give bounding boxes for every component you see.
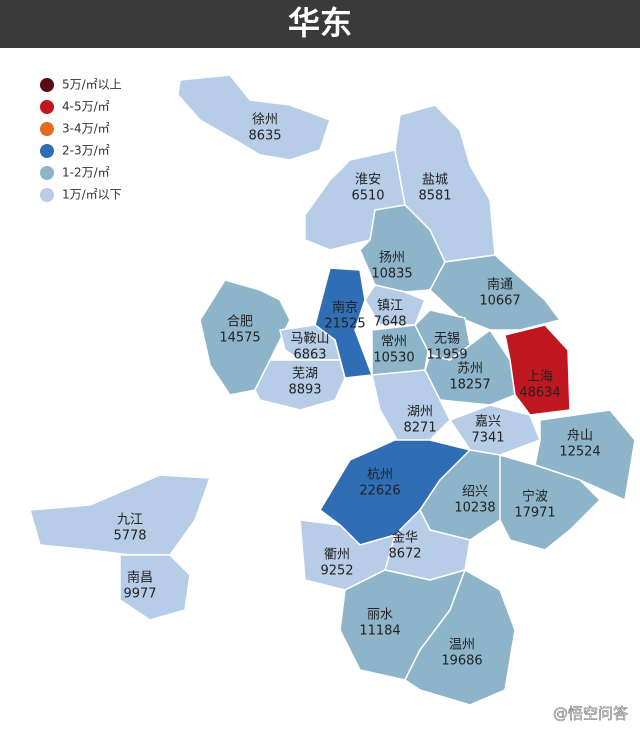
region-name: 芜湖 — [292, 367, 318, 382]
region-value: 8893 — [288, 383, 321, 398]
region — [534, 409, 636, 501]
region-name: 苏州 — [457, 361, 483, 377]
regions — [29, 74, 636, 706]
region-name: 温州 — [449, 638, 475, 653]
region-name: 丽水 — [367, 608, 393, 623]
region — [499, 454, 601, 551]
region-value: 14575 — [219, 331, 260, 346]
region-value: 10835 — [371, 267, 412, 282]
region — [177, 74, 331, 161]
region-value: 11184 — [359, 624, 400, 639]
region — [424, 329, 516, 406]
region-name: 常州 — [381, 335, 407, 350]
region-name: 镇江 — [377, 299, 403, 314]
region-name: 湖州 — [407, 405, 433, 420]
region-value: 18257 — [449, 378, 490, 393]
region-name: 扬州 — [379, 251, 405, 266]
region-value: 8581 — [418, 189, 451, 204]
region-name: 盐城 — [422, 173, 448, 188]
region-name: 淮安 — [355, 173, 381, 188]
region-value: 10530 — [373, 351, 414, 366]
legend-label: 3-4万/㎡ — [62, 122, 110, 136]
region-value: 8271 — [403, 421, 436, 436]
legend-label: 4-5万/㎡ — [62, 100, 110, 114]
region-name: 合肥 — [227, 315, 253, 330]
region-value: 21525 — [324, 317, 365, 332]
legend-swatch — [40, 78, 54, 92]
region-value: 6863 — [293, 348, 326, 363]
legend-swatch — [40, 144, 54, 158]
legend-label: 1万/㎡以下 — [62, 188, 122, 202]
region-value: 12524 — [559, 445, 600, 460]
region-name: 徐州 — [252, 113, 278, 128]
region-name: 南昌 — [127, 570, 153, 586]
region — [119, 554, 191, 621]
region-value: 11959 — [426, 348, 467, 363]
region-value: 5778 — [113, 529, 146, 544]
region-name: 九江 — [117, 513, 143, 528]
region — [299, 519, 396, 591]
region-value: 10238 — [454, 501, 495, 516]
legend-label: 2-3万/㎡ — [62, 144, 110, 158]
region-name: 马鞍山 — [290, 331, 329, 347]
region-value: 17971 — [514, 506, 555, 521]
region-name: 杭州 — [367, 468, 393, 483]
region-value: 19686 — [441, 654, 482, 669]
region-value: 22626 — [359, 484, 400, 499]
header-bar — [0, 0, 640, 48]
legend-label: 5万/㎡以上 — [62, 78, 122, 92]
region — [429, 254, 561, 331]
region-name: 南京 — [332, 300, 358, 316]
region-value: 9252 — [320, 564, 353, 579]
legend: 5万/㎡以上 4-5万/㎡ 3-4万/㎡ 2-3万/㎡ 1-2万/㎡ 1万/㎡以下 — [40, 78, 122, 202]
region-value: 7341 — [471, 431, 504, 446]
region — [254, 359, 346, 411]
region-name: 上海 — [527, 370, 553, 385]
region-value: 6510 — [351, 189, 384, 204]
region-name: 嘉兴 — [475, 415, 501, 430]
legend-swatch — [40, 122, 54, 136]
region — [29, 474, 211, 556]
region-value: 9977 — [123, 587, 156, 602]
region-name: 南通 — [487, 277, 513, 293]
region-name: 无锡 — [434, 332, 460, 347]
region — [371, 369, 451, 446]
legend-swatch — [40, 188, 54, 202]
region-name: 衢州 — [324, 548, 350, 563]
region — [199, 279, 291, 396]
region — [504, 324, 571, 416]
region-value: 8635 — [248, 129, 281, 144]
legend-swatch — [40, 100, 54, 114]
region-value: 8672 — [388, 547, 421, 562]
region — [359, 204, 446, 293]
region-name: 宁波 — [522, 489, 548, 505]
title: 华东 — [288, 4, 352, 42]
region — [364, 284, 426, 326]
region-name: 绍兴 — [462, 485, 488, 500]
region — [404, 569, 516, 706]
legend-label: 1-2万/㎡ — [62, 166, 110, 180]
legend-swatch — [40, 166, 54, 180]
region-name: 舟山 — [567, 429, 593, 444]
region-value: 48634 — [519, 386, 560, 401]
region-value: 10667 — [479, 294, 520, 309]
region-value: 7648 — [373, 315, 406, 330]
watermark: @悟空问答 — [553, 705, 628, 723]
region-name: 金华 — [392, 530, 418, 546]
